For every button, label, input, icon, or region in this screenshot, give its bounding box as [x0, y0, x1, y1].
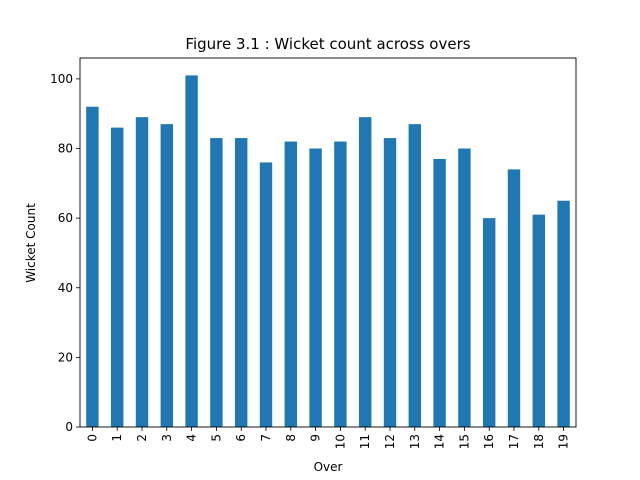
- y-tick-label: 20: [58, 350, 73, 364]
- bar-over-8: [284, 141, 297, 427]
- bar-over-5: [210, 138, 223, 427]
- bar-over-2: [135, 117, 149, 427]
- bar-over-17: [507, 169, 521, 427]
- bar-over-0: [86, 106, 99, 428]
- y-axis-ticks: 0 20 40 60 80 100: [50, 72, 80, 434]
- x-tick-label: 5: [209, 434, 223, 442]
- bars-group: [86, 75, 570, 428]
- x-axis-ticks: 0 1 2 3 4 5 6 7 8 9 10 11 12 13 14 15 16 17 18 19: [85, 427, 571, 449]
- x-tick-label: 18: [532, 434, 546, 449]
- y-tick-label: 60: [58, 211, 73, 225]
- chart-title: Figure 3.1 : Wicket count across overs: [185, 35, 470, 53]
- x-tick-label: 19: [557, 434, 571, 449]
- plot-frame: [79, 57, 577, 428]
- x-tick-label: 6: [234, 434, 248, 442]
- x-tick-label: 14: [433, 434, 447, 449]
- x-tick-label: 10: [333, 434, 347, 449]
- x-tick-label: 7: [259, 434, 273, 442]
- bar-over-10: [334, 141, 347, 427]
- bar-over-14: [433, 158, 446, 428]
- bar-over-4: [185, 75, 198, 427]
- x-tick-label: 3: [160, 434, 174, 442]
- bar-over-13: [408, 124, 421, 427]
- x-tick-label: 13: [408, 434, 422, 449]
- x-tick-label: 0: [85, 434, 99, 442]
- x-tick-label: 8: [284, 434, 298, 442]
- y-tick-label: 0: [65, 420, 73, 434]
- bar-over-11: [359, 117, 372, 427]
- x-tick-label: 4: [185, 434, 199, 442]
- bar-over-3: [160, 124, 173, 427]
- x-tick-label: 16: [482, 434, 496, 449]
- bar-over-16: [483, 218, 496, 427]
- y-tick-label: 80: [58, 142, 73, 156]
- y-axis-label: Wicket Count: [24, 203, 38, 283]
- bar-over-19: [557, 200, 570, 427]
- bar-over-12: [383, 138, 397, 427]
- x-tick-label: 17: [507, 434, 521, 449]
- bar-over-18: [532, 214, 545, 427]
- bar-over-7: [259, 162, 273, 427]
- x-tick-label: 11: [358, 434, 372, 449]
- x-tick-label: 9: [309, 434, 323, 442]
- x-tick-label: 15: [457, 434, 471, 449]
- y-tick-label: 40: [58, 281, 73, 295]
- bar-over-6: [235, 138, 248, 427]
- bar-over-1: [111, 127, 124, 427]
- x-tick-label: 2: [135, 434, 149, 442]
- y-tick-label: 100: [50, 72, 73, 86]
- x-tick-label: 1: [110, 434, 124, 442]
- bar-over-15: [458, 148, 471, 427]
- x-tick-label: 12: [383, 434, 397, 449]
- bar-over-9: [309, 148, 322, 427]
- x-axis-label: Over: [314, 460, 343, 474]
